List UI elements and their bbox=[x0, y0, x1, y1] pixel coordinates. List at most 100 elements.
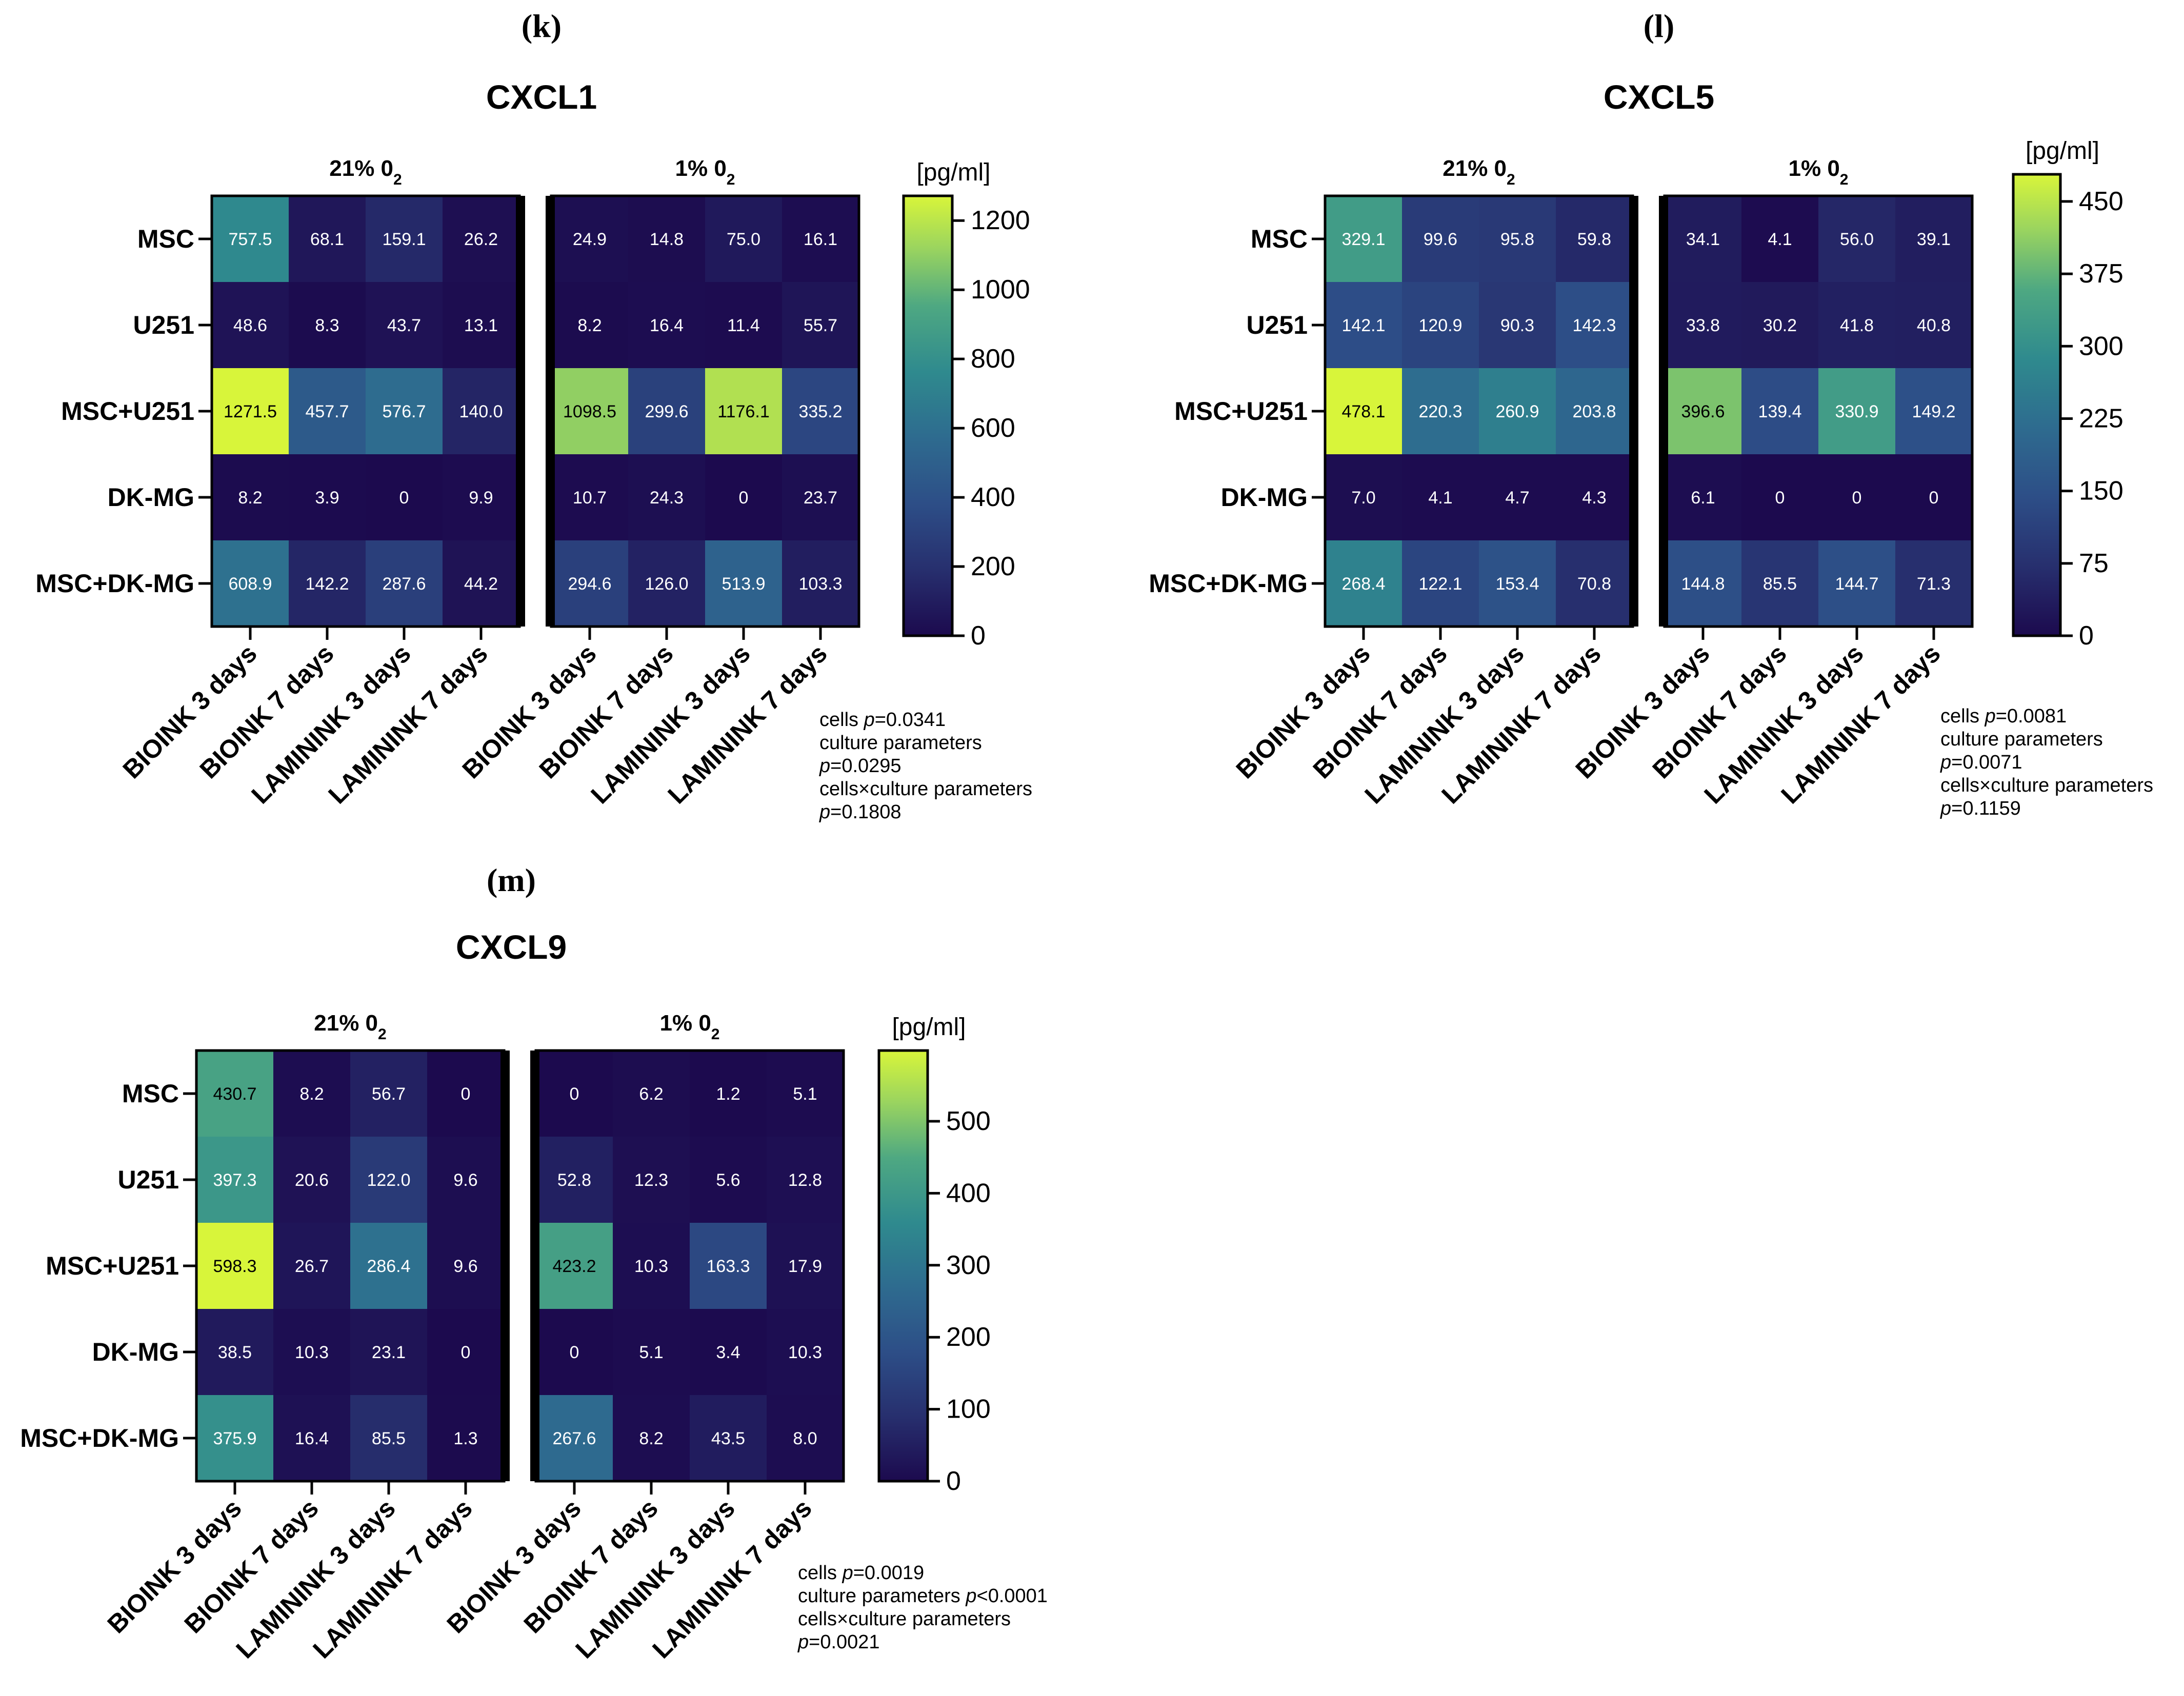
cell-value-label: 267.6 bbox=[552, 1429, 596, 1448]
heatmap-cell bbox=[427, 1395, 505, 1482]
cell-value-label: 75.0 bbox=[727, 230, 760, 249]
colorbar-tick-label: 600 bbox=[971, 413, 1015, 443]
heatmap-cell bbox=[782, 282, 859, 369]
cell-value-label: 17.9 bbox=[788, 1257, 822, 1276]
stats-line: p=0.0071 bbox=[1940, 752, 2022, 773]
row-label: MSC+U251 bbox=[1174, 397, 1308, 426]
group-header: 1% 02 bbox=[660, 1011, 720, 1043]
cell-value-label: 396.6 bbox=[1681, 402, 1725, 421]
cell-value-label: 11.4 bbox=[727, 316, 760, 335]
column-label: BIOINK 7 days bbox=[1308, 639, 1453, 784]
cell-value-label: 56.7 bbox=[372, 1084, 406, 1104]
cell-value-label: 43.5 bbox=[711, 1429, 745, 1448]
heatmap-cell bbox=[551, 540, 629, 627]
heatmap-cell bbox=[690, 1395, 767, 1482]
heatmap-cell bbox=[1402, 282, 1479, 369]
row-label: U251 bbox=[133, 311, 194, 339]
cell-value-label: 375.9 bbox=[213, 1429, 256, 1448]
colorbar-tick-label: 400 bbox=[971, 482, 1015, 512]
heatmap-cell bbox=[690, 1137, 767, 1223]
heatmap-cell bbox=[443, 282, 520, 369]
stats-line: p=0.0021 bbox=[797, 1631, 880, 1653]
cell-value-label: 59.8 bbox=[1577, 230, 1611, 249]
cell-value-label: 10.3 bbox=[634, 1257, 668, 1276]
cell-value-label: 26.7 bbox=[295, 1257, 329, 1276]
row-label: U251 bbox=[117, 1165, 179, 1194]
heatmap-cell bbox=[273, 1395, 351, 1482]
heatmap-cell bbox=[1402, 368, 1479, 455]
colorbar-tick-label: 100 bbox=[946, 1395, 991, 1424]
panel-letter: (k) bbox=[522, 8, 562, 44]
cell-value-label: 8.3 bbox=[315, 316, 339, 335]
heatmap-cell bbox=[1325, 368, 1402, 455]
heatmap-cell bbox=[767, 1223, 844, 1309]
cell-value-label: 142.2 bbox=[305, 574, 349, 594]
heatmap-cell bbox=[443, 368, 520, 455]
heatmap-cell bbox=[1818, 368, 1896, 455]
heatmap-cell bbox=[1556, 196, 1633, 282]
heatmap-cell bbox=[1402, 454, 1479, 541]
cell-value-label: 16.1 bbox=[804, 230, 837, 249]
heatmap-cell bbox=[1741, 282, 1819, 369]
cell-value-label: 0 bbox=[739, 488, 749, 508]
cell-value-label: 8.2 bbox=[639, 1429, 663, 1448]
heatmap-cell bbox=[443, 196, 520, 282]
heatmap-cell bbox=[1556, 368, 1633, 455]
cell-value-label: 71.3 bbox=[1917, 574, 1951, 594]
heatmap-cell bbox=[705, 368, 783, 455]
heatmap-cell bbox=[289, 196, 366, 282]
cell-value-label: 12.8 bbox=[788, 1170, 822, 1190]
heatmap-cell bbox=[212, 196, 289, 282]
colorbar-tick-label: 0 bbox=[971, 621, 986, 651]
heatmap-cell bbox=[1895, 540, 1973, 627]
cell-value-label: 0 bbox=[570, 1343, 579, 1362]
heatmap-cell bbox=[613, 1137, 690, 1223]
heatmap-panel: (l) CXCL5 21% 02 1% 02 329.1 99.6 95.8 59.8 34.1… bbox=[1149, 8, 2153, 819]
heatmap-cell bbox=[366, 368, 443, 455]
heatmap-cell bbox=[628, 540, 706, 627]
cell-value-label: 140.0 bbox=[459, 402, 503, 421]
heatmap-cell bbox=[705, 282, 783, 369]
heatmap-cell bbox=[273, 1137, 351, 1223]
colorbar-tick-label: 75 bbox=[2079, 549, 2109, 578]
group-header: 1% 02 bbox=[1789, 156, 1849, 188]
group-header: 21% 02 bbox=[329, 156, 402, 188]
cell-value-label: 122.0 bbox=[367, 1170, 410, 1190]
column-label: BIOINK 7 days bbox=[518, 1493, 664, 1639]
cell-value-label: 598.3 bbox=[213, 1257, 256, 1276]
colorbar-tick-label: 300 bbox=[2079, 331, 2123, 361]
heatmap-cell bbox=[782, 454, 859, 541]
cell-value-label: 335.2 bbox=[798, 402, 842, 421]
colorbar-tick-label: 1200 bbox=[971, 206, 1030, 235]
row-label: MSC bbox=[122, 1079, 179, 1108]
heatmap-cell bbox=[613, 1395, 690, 1482]
cell-value-label: 14.8 bbox=[650, 230, 684, 249]
cell-value-label: 1098.5 bbox=[563, 402, 616, 421]
column-label: BIOINK 7 days bbox=[534, 639, 679, 784]
heatmap-cell bbox=[289, 540, 366, 627]
group-header: 1% 02 bbox=[675, 156, 735, 188]
heatmap-cell bbox=[767, 1309, 844, 1396]
colorbar-tick-label: 0 bbox=[2079, 621, 2094, 651]
heatmap-cell bbox=[1895, 196, 1973, 282]
row-label: DK-MG bbox=[108, 483, 194, 512]
row-label: MSC+U251 bbox=[46, 1251, 179, 1280]
cell-value-label: 1.3 bbox=[453, 1429, 477, 1448]
heatmap-cell bbox=[1895, 282, 1973, 369]
column-label: BIOINK 3 days bbox=[1231, 639, 1376, 784]
heatmap-cell bbox=[628, 282, 706, 369]
colorbar-tick-label: 500 bbox=[946, 1106, 991, 1136]
heatmap-cell bbox=[289, 282, 366, 369]
heatmap-cell bbox=[690, 1223, 767, 1309]
row-label: MSC+DK-MG bbox=[1149, 569, 1308, 598]
heatmap-cell bbox=[273, 1309, 351, 1396]
cell-value-label: 142.1 bbox=[1341, 316, 1385, 335]
cell-value-label: 70.8 bbox=[1577, 574, 1611, 594]
cell-value-label: 85.5 bbox=[372, 1429, 406, 1448]
heatmap-cell bbox=[613, 1051, 690, 1137]
cell-value-label: 4.7 bbox=[1505, 488, 1529, 508]
heatmap-cell bbox=[767, 1051, 844, 1137]
heatmap-cell bbox=[1895, 368, 1973, 455]
heatmap-cell bbox=[782, 368, 859, 455]
heatmap-cell bbox=[350, 1395, 428, 1482]
